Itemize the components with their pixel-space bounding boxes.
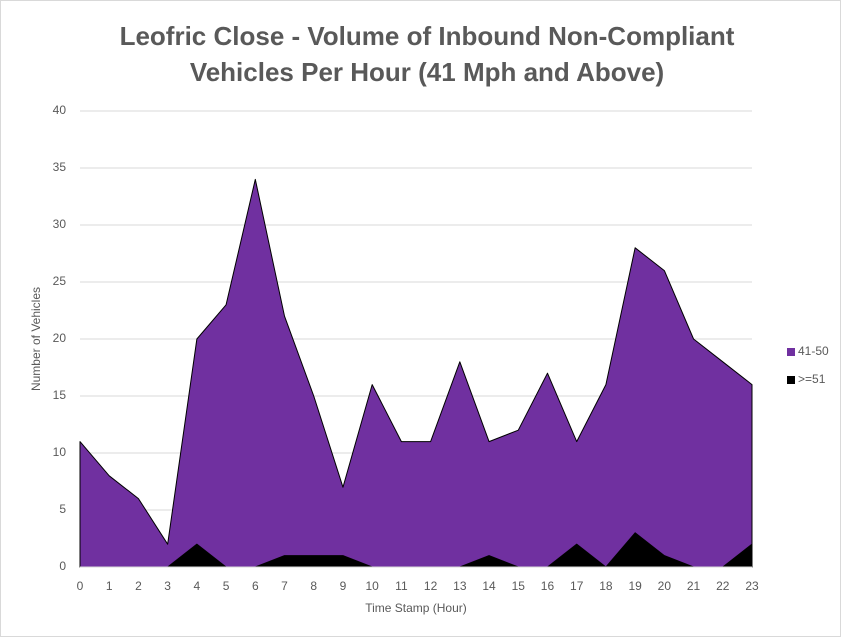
y-tick-label: 0 — [59, 559, 66, 573]
legend-swatch — [787, 348, 795, 356]
x-tick-label: 17 — [570, 579, 584, 593]
x-tick-label: 7 — [281, 579, 288, 593]
x-tick-label: 12 — [424, 579, 438, 593]
x-axis-label: Time Stamp (Hour) — [365, 601, 467, 615]
x-tick-label: 16 — [541, 579, 555, 593]
x-tick-label: 4 — [194, 579, 201, 593]
x-tick-label: 10 — [365, 579, 379, 593]
y-tick-label: 20 — [53, 331, 67, 345]
x-tick-label: 11 — [395, 579, 408, 593]
x-tick-label: 2 — [135, 579, 142, 593]
y-tick-label: 40 — [53, 103, 67, 117]
y-tick-label: 5 — [59, 502, 66, 516]
chart-title: Vehicles Per Hour (41 Mph and Above) — [190, 57, 664, 87]
x-tick-label: 9 — [340, 579, 347, 593]
x-tick-label: 6 — [252, 579, 259, 593]
x-tick-label: 1 — [106, 579, 113, 593]
legend-label: >=51 — [798, 372, 826, 386]
x-tick-label: 19 — [628, 579, 642, 593]
chart-title: Leofric Close - Volume of Inbound Non-Co… — [120, 21, 735, 51]
x-tick-label: 13 — [453, 579, 467, 593]
y-tick-label: 15 — [53, 388, 67, 402]
x-tick-label: 3 — [164, 579, 171, 593]
x-tick-label: 21 — [687, 579, 701, 593]
legend-label: 41-50 — [798, 344, 829, 358]
x-tick-label: 0 — [77, 579, 84, 593]
x-tick-label: 5 — [223, 579, 230, 593]
x-tick-label: 8 — [310, 579, 317, 593]
x-tick-label: 20 — [658, 579, 672, 593]
legend-swatch — [787, 376, 795, 384]
x-tick-label: 18 — [599, 579, 613, 593]
y-tick-label: 30 — [53, 217, 67, 231]
x-tick-label: 23 — [745, 579, 759, 593]
x-tick-label: 15 — [512, 579, 526, 593]
y-tick-label: 25 — [53, 274, 67, 288]
y-tick-label: 10 — [53, 445, 67, 459]
y-axis-label: Number of Vehicles — [29, 287, 43, 391]
x-tick-label: 14 — [482, 579, 496, 593]
x-tick-label: 22 — [716, 579, 730, 593]
area — [79, 178, 753, 568]
y-tick-label: 35 — [53, 160, 67, 174]
